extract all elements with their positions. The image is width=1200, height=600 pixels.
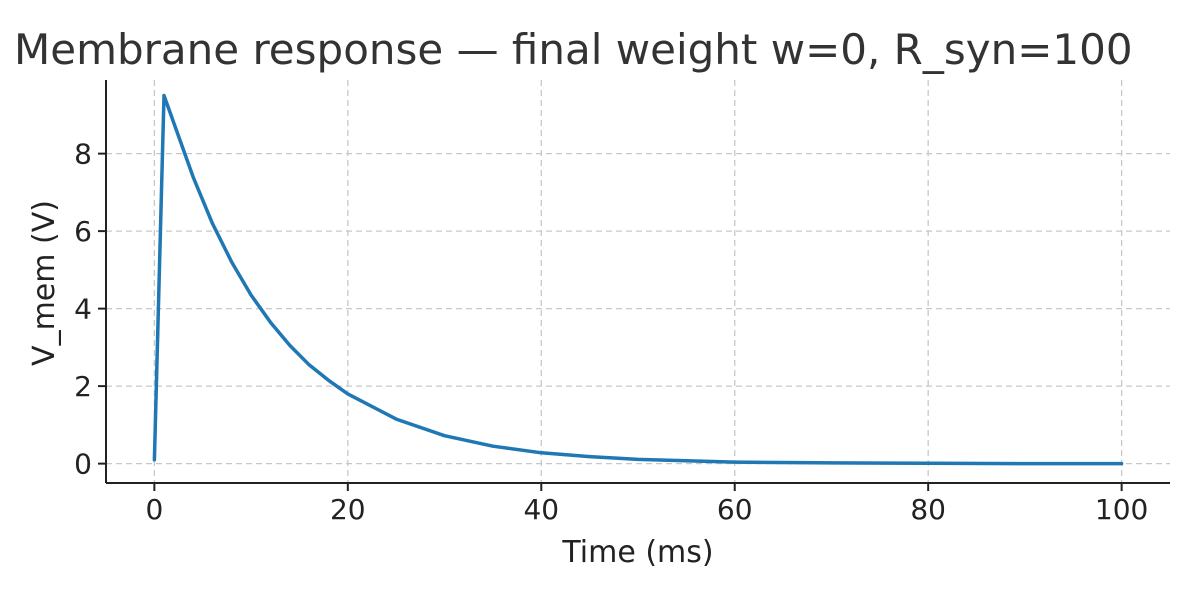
y-tick-label: 4 xyxy=(74,293,92,326)
x-tick-label: 40 xyxy=(523,493,559,526)
grid xyxy=(106,80,1170,483)
y-tick-label: 0 xyxy=(74,448,92,481)
x-axis-ticks: 0 20 40 60 80 100 xyxy=(145,483,1148,526)
chart-title: Membrane response — final weight w=0, R_… xyxy=(14,25,1133,74)
y-axis-ticks: 0 2 4 6 8 xyxy=(74,138,106,481)
x-axis-label: Time (ms) xyxy=(561,535,713,570)
x-tick-label: 80 xyxy=(910,493,946,526)
plot-area xyxy=(152,93,1124,466)
series-line-v-mem xyxy=(152,93,1124,466)
x-tick-label: 20 xyxy=(330,493,366,526)
y-axis-label: V_mem (V) xyxy=(27,200,62,366)
x-tick-label: 0 xyxy=(145,493,163,526)
y-tick-label: 8 xyxy=(74,138,92,171)
y-tick-label: 6 xyxy=(74,215,92,248)
x-tick-label: 60 xyxy=(717,493,753,526)
x-tick-label: 100 xyxy=(1095,493,1148,526)
y-tick-label: 2 xyxy=(74,370,92,403)
